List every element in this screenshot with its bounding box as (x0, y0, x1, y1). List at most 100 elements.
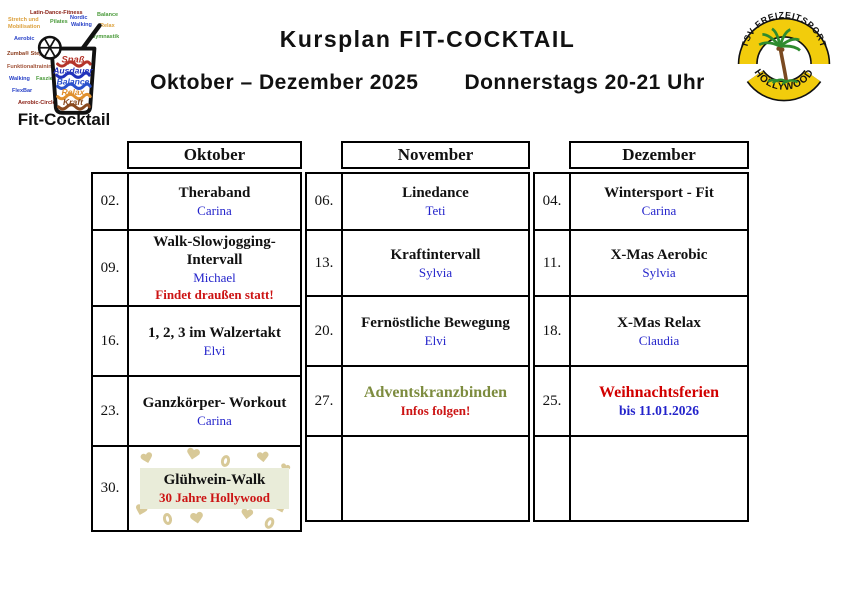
subtitle-daterange: Oktober – Dezember 2025 (150, 71, 419, 94)
wave-line (55, 71, 91, 79)
event-title: X-Mas Aerobic (610, 246, 708, 263)
table-row: 02. Theraband Carina (91, 172, 302, 231)
event-instructor: Carina (197, 412, 232, 428)
star-icon (815, 50, 827, 61)
event-instructor: Michael (193, 270, 236, 285)
logo-cloud-word: Relax (100, 23, 115, 29)
logo-cloud-word: Aerobic-Circle (18, 100, 56, 106)
logo-title: Fit-Cocktail (17, 110, 111, 129)
month-name: November (397, 145, 474, 164)
glass-word: Spaß (62, 53, 85, 64)
event-cell-gluehwein: Glühwein-Walk 30 Jahre Hollywood (127, 445, 302, 532)
logo-cloud-word: Zumba® Step (7, 51, 43, 57)
gluehwein-band: Glühwein-Walk 30 Jahre Hollywood (140, 468, 289, 509)
month-column-dezember: Dezember 04. Wintersport - Fit Carina 11… (533, 141, 749, 532)
event-title: Glühwein-Walk (163, 472, 266, 488)
table-row: 11. X-Mas Aerobic Sylvia (533, 229, 749, 297)
event-instructor: Carina (197, 203, 232, 218)
page-subtitle: Oktober – Dezember 2025 Donnerstags 20-21… (14, 71, 841, 95)
event-title: Theraband (178, 185, 251, 201)
date-cell: 06. (305, 172, 343, 231)
event-note: Infos folgen! (400, 403, 471, 419)
table-row: 25. Weihnachtsferien bis 11.01.2026 (533, 365, 749, 437)
badge-top-band (739, 19, 829, 65)
event-title: Weihnachtsferien (599, 383, 719, 401)
logo-cloud-word: FlexBar (12, 88, 33, 94)
event-title: Kraftintervall (390, 246, 481, 263)
event-title: X-Mas Relax (617, 314, 701, 331)
event-cell-empty (569, 435, 749, 522)
table-row: 09. Walk-Slowjogging-Intervall Michael F… (91, 229, 302, 307)
logo-cloud-word: Mobilisation (8, 24, 41, 30)
event-cell: Theraband Carina (127, 172, 302, 231)
month-table: 06. Linedance Teti 13. Kraftintervall Sy… (305, 172, 530, 522)
badge-bottom-band (748, 70, 820, 100)
date-cell: 30. (91, 445, 129, 532)
pretzel-shape (262, 515, 277, 529)
logo-cloud-word: Pilates (50, 19, 68, 25)
event-cell: Walk-Slowjogging-Intervall Michael Finde… (127, 229, 302, 307)
event-instructor: Teti (425, 203, 446, 218)
table-row: 27. Adventskranzbinden Infos folgen! (305, 365, 530, 437)
event-instructor: Elvi (203, 342, 226, 358)
wave-line (56, 82, 92, 90)
glass-word: Balance (57, 77, 90, 87)
event-cell: X-Mas Aerobic Sylvia (569, 229, 749, 297)
date-cell: 02. (91, 172, 129, 231)
event-title: Ganzkörper- Workout (142, 394, 287, 411)
date-cell: 27. (305, 365, 343, 437)
event-cell: Linedance Teti (341, 172, 530, 231)
month-column-oktober: Oktober 02. Theraband Carina 09. Walk-Sl… (91, 141, 302, 532)
wave-line (56, 60, 92, 68)
table-row (533, 435, 749, 522)
logo-cloud-word: Faszien (36, 76, 57, 82)
date-cell: 23. (91, 375, 129, 447)
event-note: bis 11.01.2026 (619, 403, 699, 419)
table-row: 04. Wintersport - Fit Carina (533, 172, 749, 231)
event-cell: Kraftintervall Sylvia (341, 229, 530, 297)
table-row: 30. Glühwein-Walk (91, 445, 302, 532)
date-cell: 16. (91, 305, 129, 377)
event-cell-empty (341, 435, 530, 522)
logo-cloud-word: Latin-Dance-Fitness (30, 10, 83, 16)
date-cell: 25. (533, 365, 571, 437)
logo-cloud-word: Funktionaltraining (7, 64, 55, 70)
event-cell: Wintersport - Fit Carina (569, 172, 749, 231)
logo-cloud-word: Nordic (70, 15, 88, 21)
date-cell: 13. (305, 229, 343, 297)
event-title: Linedance (402, 185, 469, 201)
event-cell: 1, 2, 3 im Walzertakt Elvi (127, 305, 302, 377)
event-cell: Ganzkörper- Workout Carina (127, 375, 302, 447)
glass-word: Relax (62, 87, 86, 97)
event-cell: Adventskranzbinden Infos folgen! (341, 365, 530, 437)
wave-line (56, 92, 92, 101)
heart-shape (185, 448, 200, 462)
logo-cloud-word: Balance (97, 12, 119, 18)
page-header: Kursplan FIT-COCKTAIL Oktober – Dezember… (0, 26, 841, 95)
date-cell: 04. (533, 172, 571, 231)
star-icon (741, 50, 753, 61)
logo-cloud-word: Walking (9, 76, 30, 82)
event-instructor: Sylvia (642, 264, 676, 280)
logo-cloud-word: Walking (71, 22, 92, 28)
table-row: 23. Ganzkörper- Workout Carina (91, 375, 302, 447)
pretzel-shape (161, 512, 174, 526)
date-cell (305, 435, 343, 522)
heart-shape (256, 451, 269, 463)
event-note: Findet draußen statt! (155, 287, 274, 302)
palm-tree-icon (758, 27, 801, 85)
heart-shape (140, 452, 154, 466)
event-cell: Weihnachtsferien bis 11.01.2026 (569, 365, 749, 437)
event-instructor: Claudia (638, 332, 680, 348)
cocktail-glass-icon: Spaß Ausdauer Balance Relax Kraft (37, 23, 102, 115)
pretzel-shape (219, 454, 232, 468)
lemon-wheel-icon (37, 35, 62, 60)
event-title: Wintersport - Fit (604, 185, 714, 201)
date-cell: 20. (305, 295, 343, 367)
glass-word: Kraft (63, 97, 84, 107)
subtitle-time: Donnerstags 20-21 Uhr (464, 71, 705, 94)
event-instructor: Elvi (424, 332, 447, 348)
table-row: 18. X-Mas Relax Claudia (533, 295, 749, 367)
month-name: Dezember (622, 145, 696, 164)
